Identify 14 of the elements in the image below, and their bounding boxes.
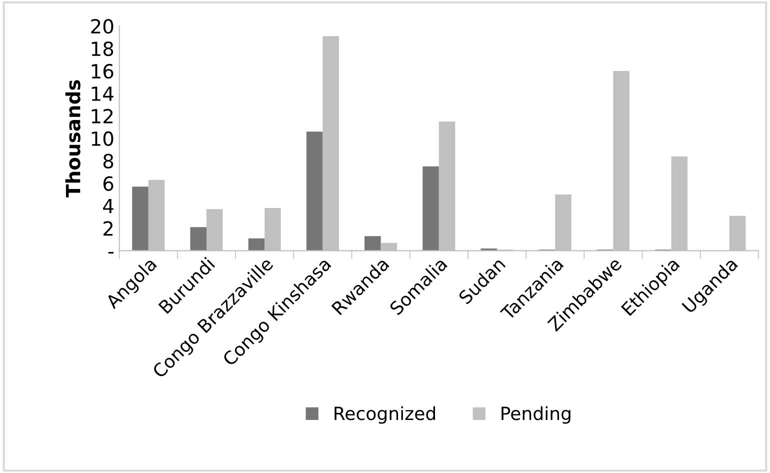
y-tick-label: - — [108, 252, 114, 254]
y-tick-label: 14 — [92, 86, 114, 101]
y-tick-label: 2 — [104, 221, 113, 236]
legend-label: Pending — [502, 406, 570, 424]
legend-label: Recognized — [334, 406, 436, 424]
y-tick-label: 18 — [92, 41, 114, 56]
y-tick-label: 20 — [91, 18, 114, 34]
y-tick-label: 10 — [92, 131, 114, 146]
y-tick-label: 8 — [103, 154, 114, 168]
y-tick-label: 12 — [92, 108, 113, 124]
y-tick-label: 6 — [103, 176, 114, 191]
y-tick-label: 4 — [103, 198, 114, 214]
y-axis-title: Thousands — [65, 80, 80, 198]
y-tick-label: 16 — [92, 64, 114, 79]
